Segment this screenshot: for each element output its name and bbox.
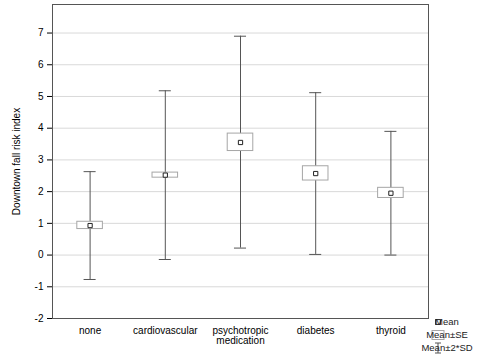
svg-text:diabetes: diabetes — [297, 325, 335, 336]
svg-text:-1: -1 — [35, 281, 44, 292]
svg-text:psychotropicmedication: psychotropicmedication — [212, 325, 268, 346]
svg-text:2: 2 — [38, 186, 44, 197]
svg-text:4: 4 — [38, 122, 44, 133]
svg-text:Mean±SE: Mean±SE — [426, 329, 468, 340]
svg-text:-2: -2 — [35, 313, 44, 324]
svg-text:5: 5 — [38, 91, 44, 102]
svg-text:3: 3 — [38, 154, 44, 165]
svg-text:thyroid: thyroid — [376, 325, 406, 336]
svg-text:7: 7 — [38, 27, 44, 38]
svg-text:Mean±2*SD: Mean±2*SD — [421, 342, 472, 353]
svg-text:6: 6 — [38, 59, 44, 70]
svg-text:cardiovascular: cardiovascular — [133, 325, 198, 336]
svg-text:Mean: Mean — [435, 316, 459, 327]
svg-text:Downtown fall risk index: Downtown fall risk index — [11, 108, 22, 215]
svg-text:0: 0 — [38, 249, 44, 260]
svg-text:none: none — [79, 325, 102, 336]
svg-text:1: 1 — [38, 218, 44, 229]
